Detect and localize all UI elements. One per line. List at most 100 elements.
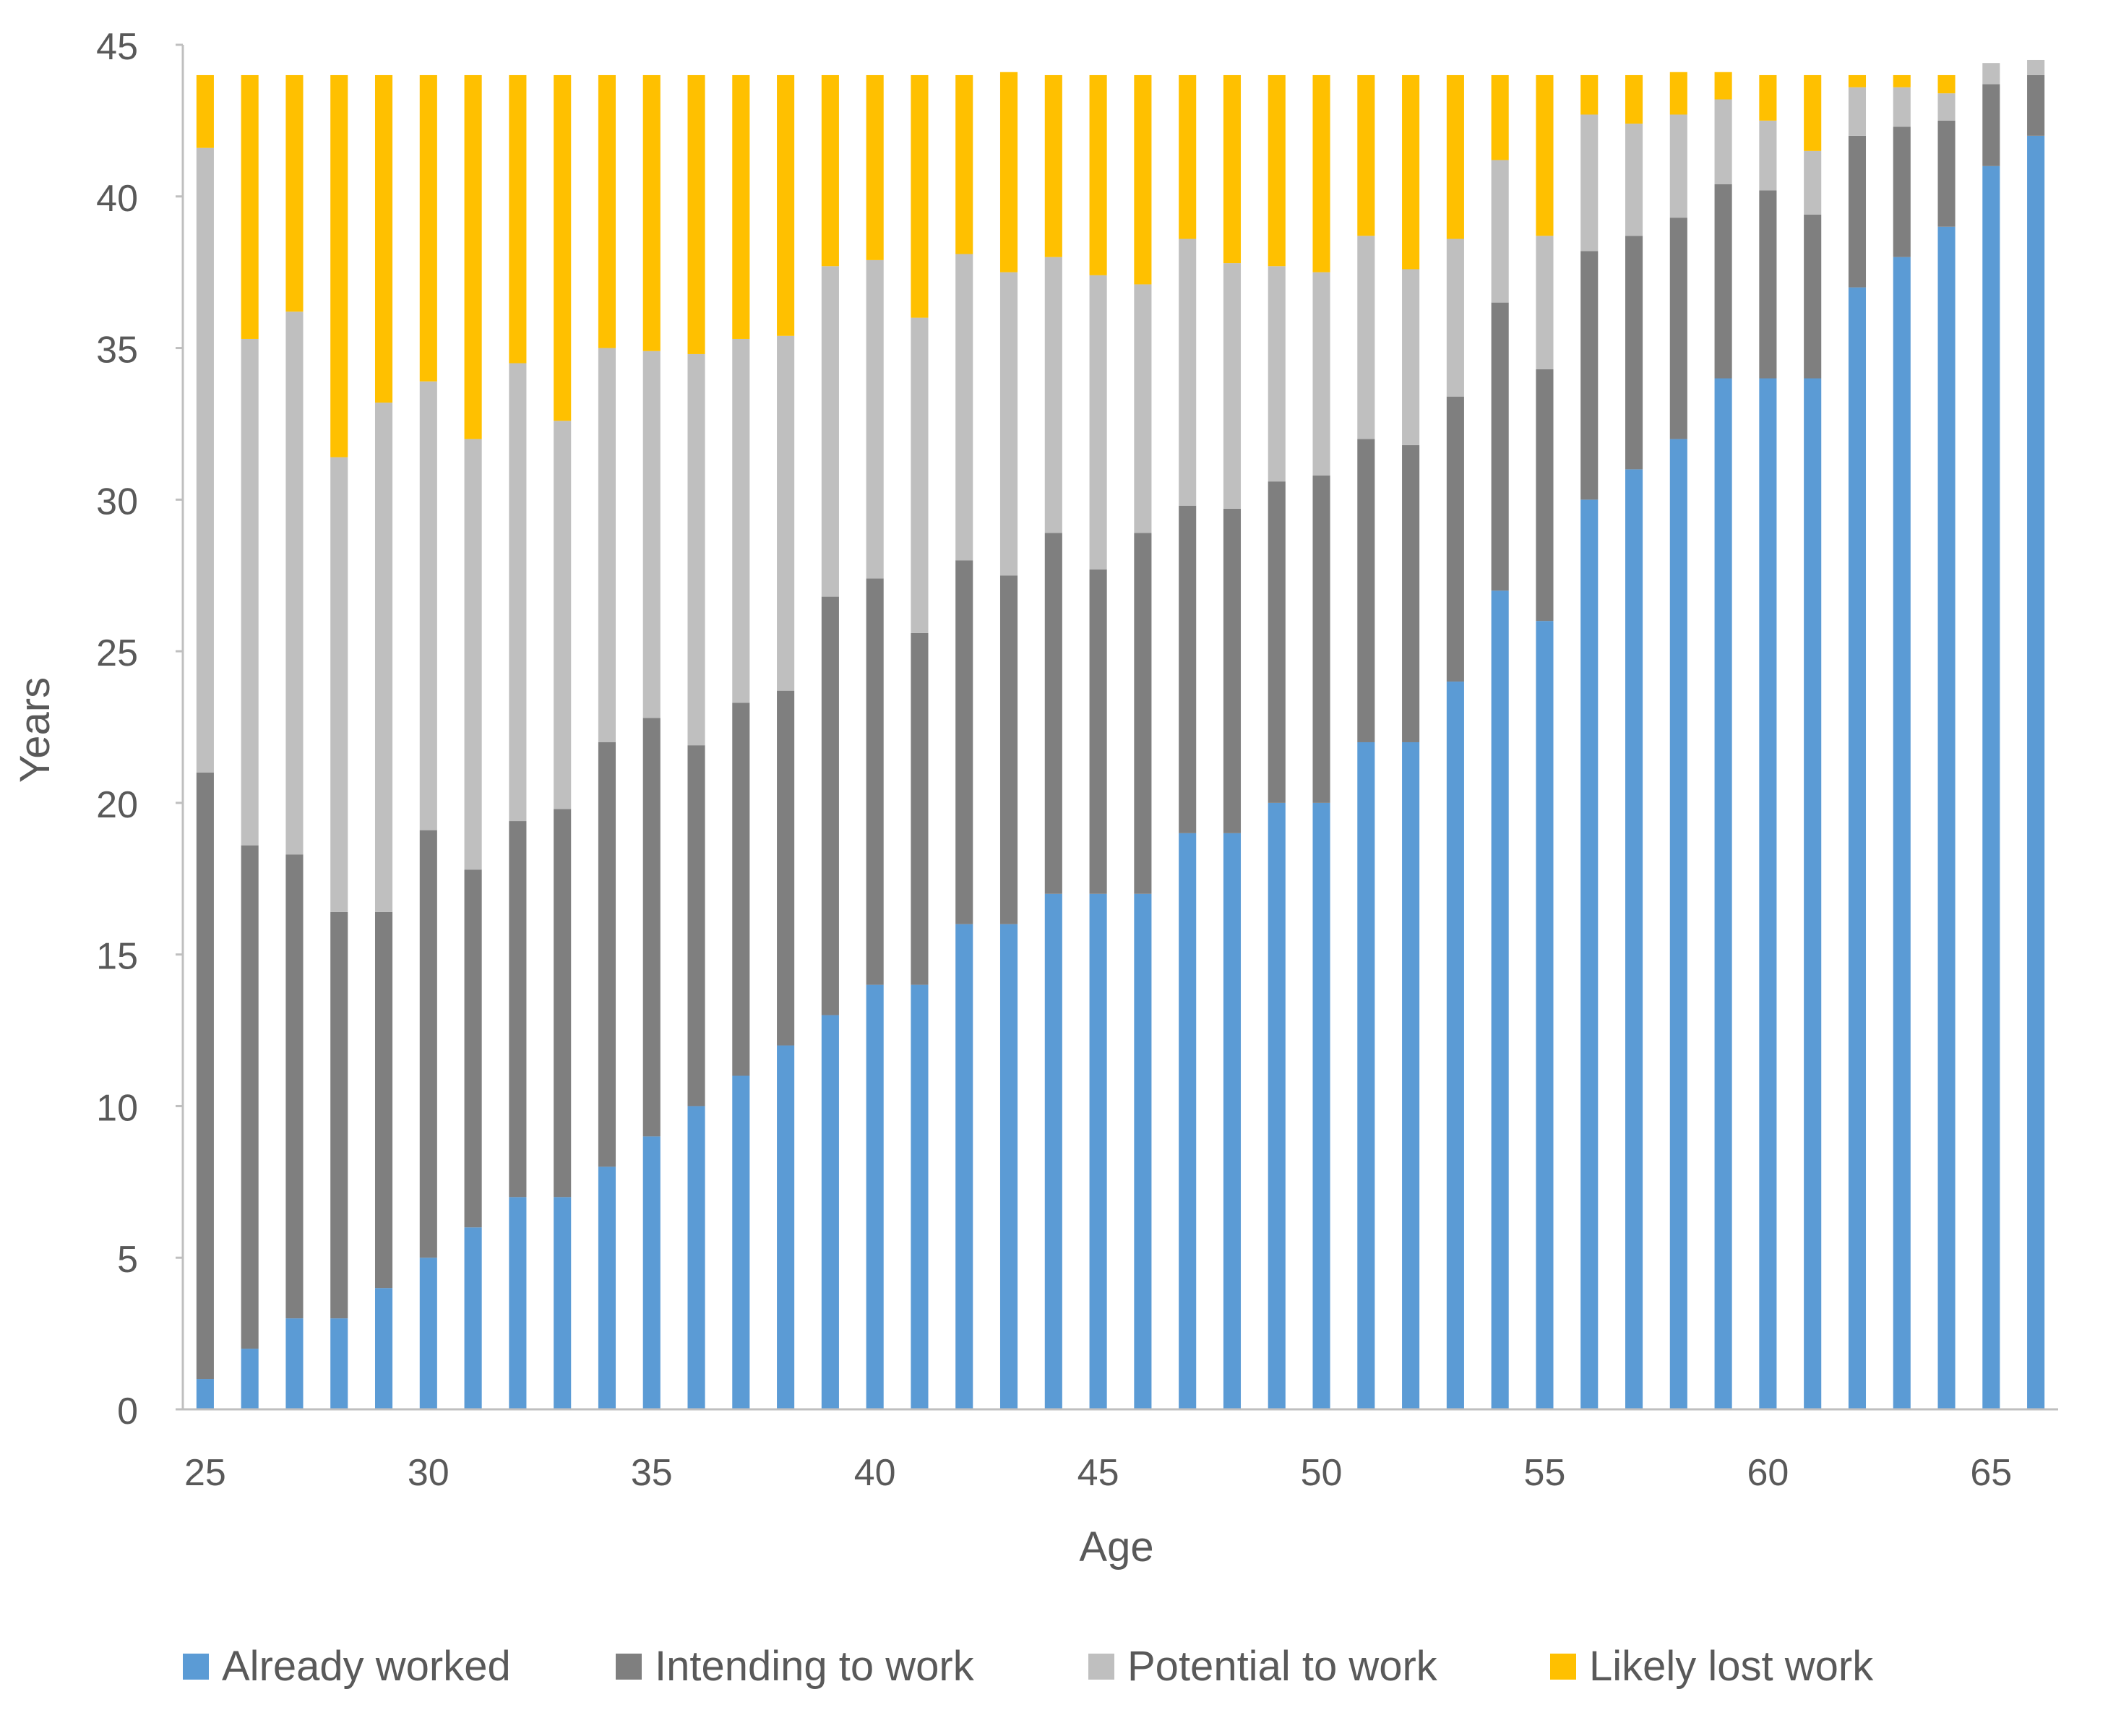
y-tick-label-20: 20 [96,784,138,826]
bar-segment-intending-to-work-age-28 [330,911,348,1319]
x-tick-label-50: 50 [1301,1452,1343,1494]
bar-segment-intending-to-work-age-52 [1402,444,1420,742]
bar-segment-potential-to-work-age-35 [642,351,661,718]
legend-label: Potential to work [1127,1643,1437,1690]
bar-segment-already-worked-age-29 [374,1288,393,1409]
bar-segment-likely-lost-work-age-45 [1089,74,1107,275]
bar-segment-intending-to-work-age-39 [821,596,839,1015]
bar-segment-already-worked-age-32 [509,1197,527,1409]
bar-segment-already-worked-age-33 [554,1197,572,1409]
bar-segment-likely-lost-work-age-50 [1312,74,1330,272]
bar-segment-already-worked-age-43 [999,924,1018,1409]
bar-segment-likely-lost-work-age-54 [1491,74,1509,160]
bar-segment-already-worked-age-37 [732,1075,750,1409]
bar-segment-potential-to-work-age-34 [598,348,616,742]
bars-layer [196,59,2045,1410]
bar-segment-potential-to-work-age-30 [419,381,437,830]
bar-segment-already-worked-age-62 [1848,287,1867,1409]
bar-segment-intending-to-work-age-53 [1446,396,1464,682]
bar-segment-potential-to-work-age-31 [464,439,482,870]
bar-segment-potential-to-work-age-47 [1179,239,1197,506]
bar-segment-already-worked-age-46 [1134,893,1152,1409]
bar-segment-already-worked-age-34 [598,1166,616,1409]
bar-segment-intending-to-work-age-33 [554,809,572,1198]
bar-segment-potential-to-work-age-60 [1759,120,1777,191]
bar-segment-intending-to-work-age-65 [1982,84,2000,166]
bar-segment-intending-to-work-age-62 [1848,135,1867,288]
bar-segment-potential-to-work-age-48 [1223,263,1242,509]
legend-item-intending-to-work: Intending to work [616,1642,974,1690]
bar-segment-already-worked-age-53 [1446,682,1464,1409]
bar-segment-already-worked-age-35 [642,1136,661,1409]
bar-segment-already-worked-age-42 [955,924,973,1409]
bar-segment-potential-to-work-age-33 [554,421,572,809]
bar-segment-potential-to-work-age-57 [1625,124,1643,236]
bar-segment-potential-to-work-age-62 [1848,87,1867,136]
bar-segment-potential-to-work-age-56 [1580,114,1599,252]
bar-segment-already-worked-age-65 [1982,166,2000,1409]
legend-swatch [616,1653,642,1680]
legend-label: Intending to work [655,1643,974,1690]
bar-segment-potential-to-work-age-44 [1044,257,1062,533]
x-tick-label-40: 40 [854,1452,896,1494]
bar-segment-intending-to-work-age-49 [1268,481,1286,803]
y-tick-label-45: 45 [96,26,138,68]
y-tick-label-35: 35 [96,330,138,371]
bar-segment-likely-lost-work-age-51 [1357,74,1375,236]
bar-segment-intending-to-work-age-64 [1937,120,1956,227]
bar-segment-likely-lost-work-age-29 [374,74,393,403]
bar-segment-potential-to-work-age-51 [1357,236,1375,439]
bar-segment-likely-lost-work-age-34 [598,74,616,348]
bar-segment-likely-lost-work-age-48 [1223,74,1242,264]
bar-segment-intending-to-work-age-55 [1536,369,1554,622]
legend: Already worked Intending to work Potential… [0,1642,2108,1714]
bar-segment-already-worked-age-25 [196,1379,214,1409]
bar-segment-already-worked-age-49 [1268,802,1286,1409]
bar-segment-already-worked-age-58 [1669,439,1687,1410]
x-tick-label-60: 60 [1747,1452,1789,1494]
bar-segment-potential-to-work-age-49 [1268,266,1286,482]
bar-segment-already-worked-age-64 [1937,226,1956,1410]
bar-segment-potential-to-work-age-38 [777,335,795,691]
bar-segment-likely-lost-work-age-35 [642,74,661,351]
bar-segment-intending-to-work-age-36 [687,745,705,1107]
y-tick-label-40: 40 [96,178,138,220]
bar-segment-likely-lost-work-age-61 [1804,74,1822,151]
bar-segment-likely-lost-work-age-62 [1848,74,1867,87]
x-tick-label-45: 45 [1077,1452,1119,1494]
bar-segment-intending-to-work-age-60 [1759,190,1777,379]
bar-segment-intending-to-work-age-51 [1357,439,1375,742]
bar-segment-already-worked-age-30 [419,1258,437,1409]
bar-segment-already-worked-age-39 [821,1015,839,1409]
bar-segment-already-worked-age-61 [1804,378,1822,1409]
bar-segment-intending-to-work-age-42 [955,560,973,924]
bar-segment-intending-to-work-age-38 [777,690,795,1046]
y-tick-label-15: 15 [96,936,138,978]
bar-segment-potential-to-work-age-25 [196,147,214,773]
bar-segment-intending-to-work-age-66 [2027,74,2045,136]
legend-swatch [1088,1653,1114,1680]
bar-segment-intending-to-work-age-47 [1179,505,1197,833]
bar-segment-potential-to-work-age-27 [285,311,304,855]
bar-segment-potential-to-work-age-39 [821,266,839,597]
bar-segment-potential-to-work-age-55 [1536,236,1554,369]
bar-segment-intending-to-work-age-37 [732,702,750,1076]
bar-segment-intending-to-work-age-26 [241,845,259,1349]
bar-segment-potential-to-work-age-64 [1937,93,1956,121]
legend-label: Likely lost work [1589,1643,1874,1690]
bar-segment-potential-to-work-age-50 [1312,272,1330,476]
bar-segment-already-worked-age-38 [777,1045,795,1409]
x-tick-label-65: 65 [1970,1452,2012,1494]
bar-segment-already-worked-age-63 [1893,257,1911,1410]
bar-segment-intending-to-work-age-40 [866,578,884,985]
bar-segment-likely-lost-work-age-56 [1580,74,1599,115]
y-tick-label-5: 5 [117,1239,138,1281]
bar-segment-potential-to-work-age-32 [509,363,527,822]
bar-segment-likely-lost-work-age-53 [1446,74,1464,239]
bar-segment-already-worked-age-36 [687,1106,705,1409]
legend-swatch [183,1653,209,1680]
bar-segment-intending-to-work-age-29 [374,911,393,1289]
axes-layer: 0 5 10 15 20 25 30 35 40 45 25 30 35 40 45 50 55 60 65 [96,26,2058,1494]
